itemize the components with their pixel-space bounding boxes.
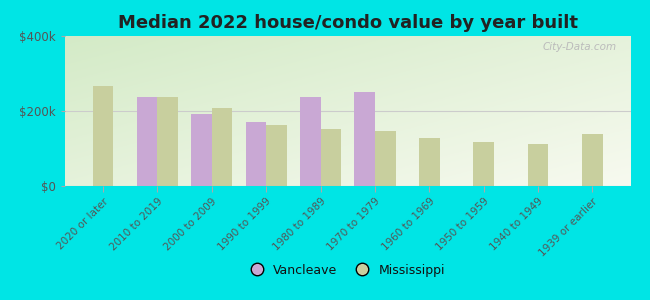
Legend: Vancleave, Mississippi: Vancleave, Mississippi: [246, 259, 450, 282]
Title: Median 2022 house/condo value by year built: Median 2022 house/condo value by year bu…: [118, 14, 578, 32]
Bar: [582, 134, 603, 186]
Bar: [136, 97, 157, 186]
Bar: [246, 122, 266, 186]
Bar: [419, 138, 439, 186]
Bar: [473, 142, 494, 186]
Bar: [266, 125, 287, 186]
Bar: [212, 108, 233, 186]
Bar: [354, 92, 375, 186]
Text: City-Data.com: City-Data.com: [542, 42, 616, 52]
Bar: [375, 130, 396, 186]
Bar: [157, 97, 178, 186]
Bar: [320, 129, 341, 186]
Bar: [93, 85, 113, 186]
Bar: [528, 144, 549, 186]
Bar: [191, 114, 212, 186]
Bar: [300, 97, 320, 186]
